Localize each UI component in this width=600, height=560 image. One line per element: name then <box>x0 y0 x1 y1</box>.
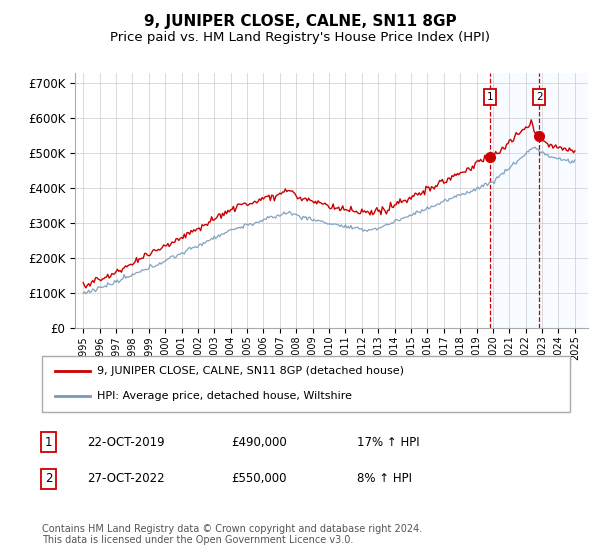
Text: 9, JUNIPER CLOSE, CALNE, SN11 8GP (detached house): 9, JUNIPER CLOSE, CALNE, SN11 8GP (detac… <box>97 366 404 376</box>
Text: 27-OCT-2022: 27-OCT-2022 <box>87 472 164 486</box>
Bar <box>490 73 588 328</box>
Text: £550,000: £550,000 <box>231 472 287 486</box>
Text: Price paid vs. HM Land Registry's House Price Index (HPI): Price paid vs. HM Land Registry's House … <box>110 31 490 44</box>
Text: 2: 2 <box>45 472 53 486</box>
Text: 1: 1 <box>487 92 493 102</box>
Text: 17% ↑ HPI: 17% ↑ HPI <box>357 436 419 449</box>
Text: Contains HM Land Registry data © Crown copyright and database right 2024.
This d: Contains HM Land Registry data © Crown c… <box>42 524 422 545</box>
Text: 9, JUNIPER CLOSE, CALNE, SN11 8GP: 9, JUNIPER CLOSE, CALNE, SN11 8GP <box>143 14 457 29</box>
Text: 1: 1 <box>45 436 53 449</box>
Text: 8% ↑ HPI: 8% ↑ HPI <box>357 472 412 486</box>
Text: 22-OCT-2019: 22-OCT-2019 <box>87 436 164 449</box>
FancyBboxPatch shape <box>42 356 570 412</box>
Text: HPI: Average price, detached house, Wiltshire: HPI: Average price, detached house, Wilt… <box>97 391 352 402</box>
Text: £490,000: £490,000 <box>231 436 287 449</box>
Text: 2: 2 <box>536 92 542 102</box>
